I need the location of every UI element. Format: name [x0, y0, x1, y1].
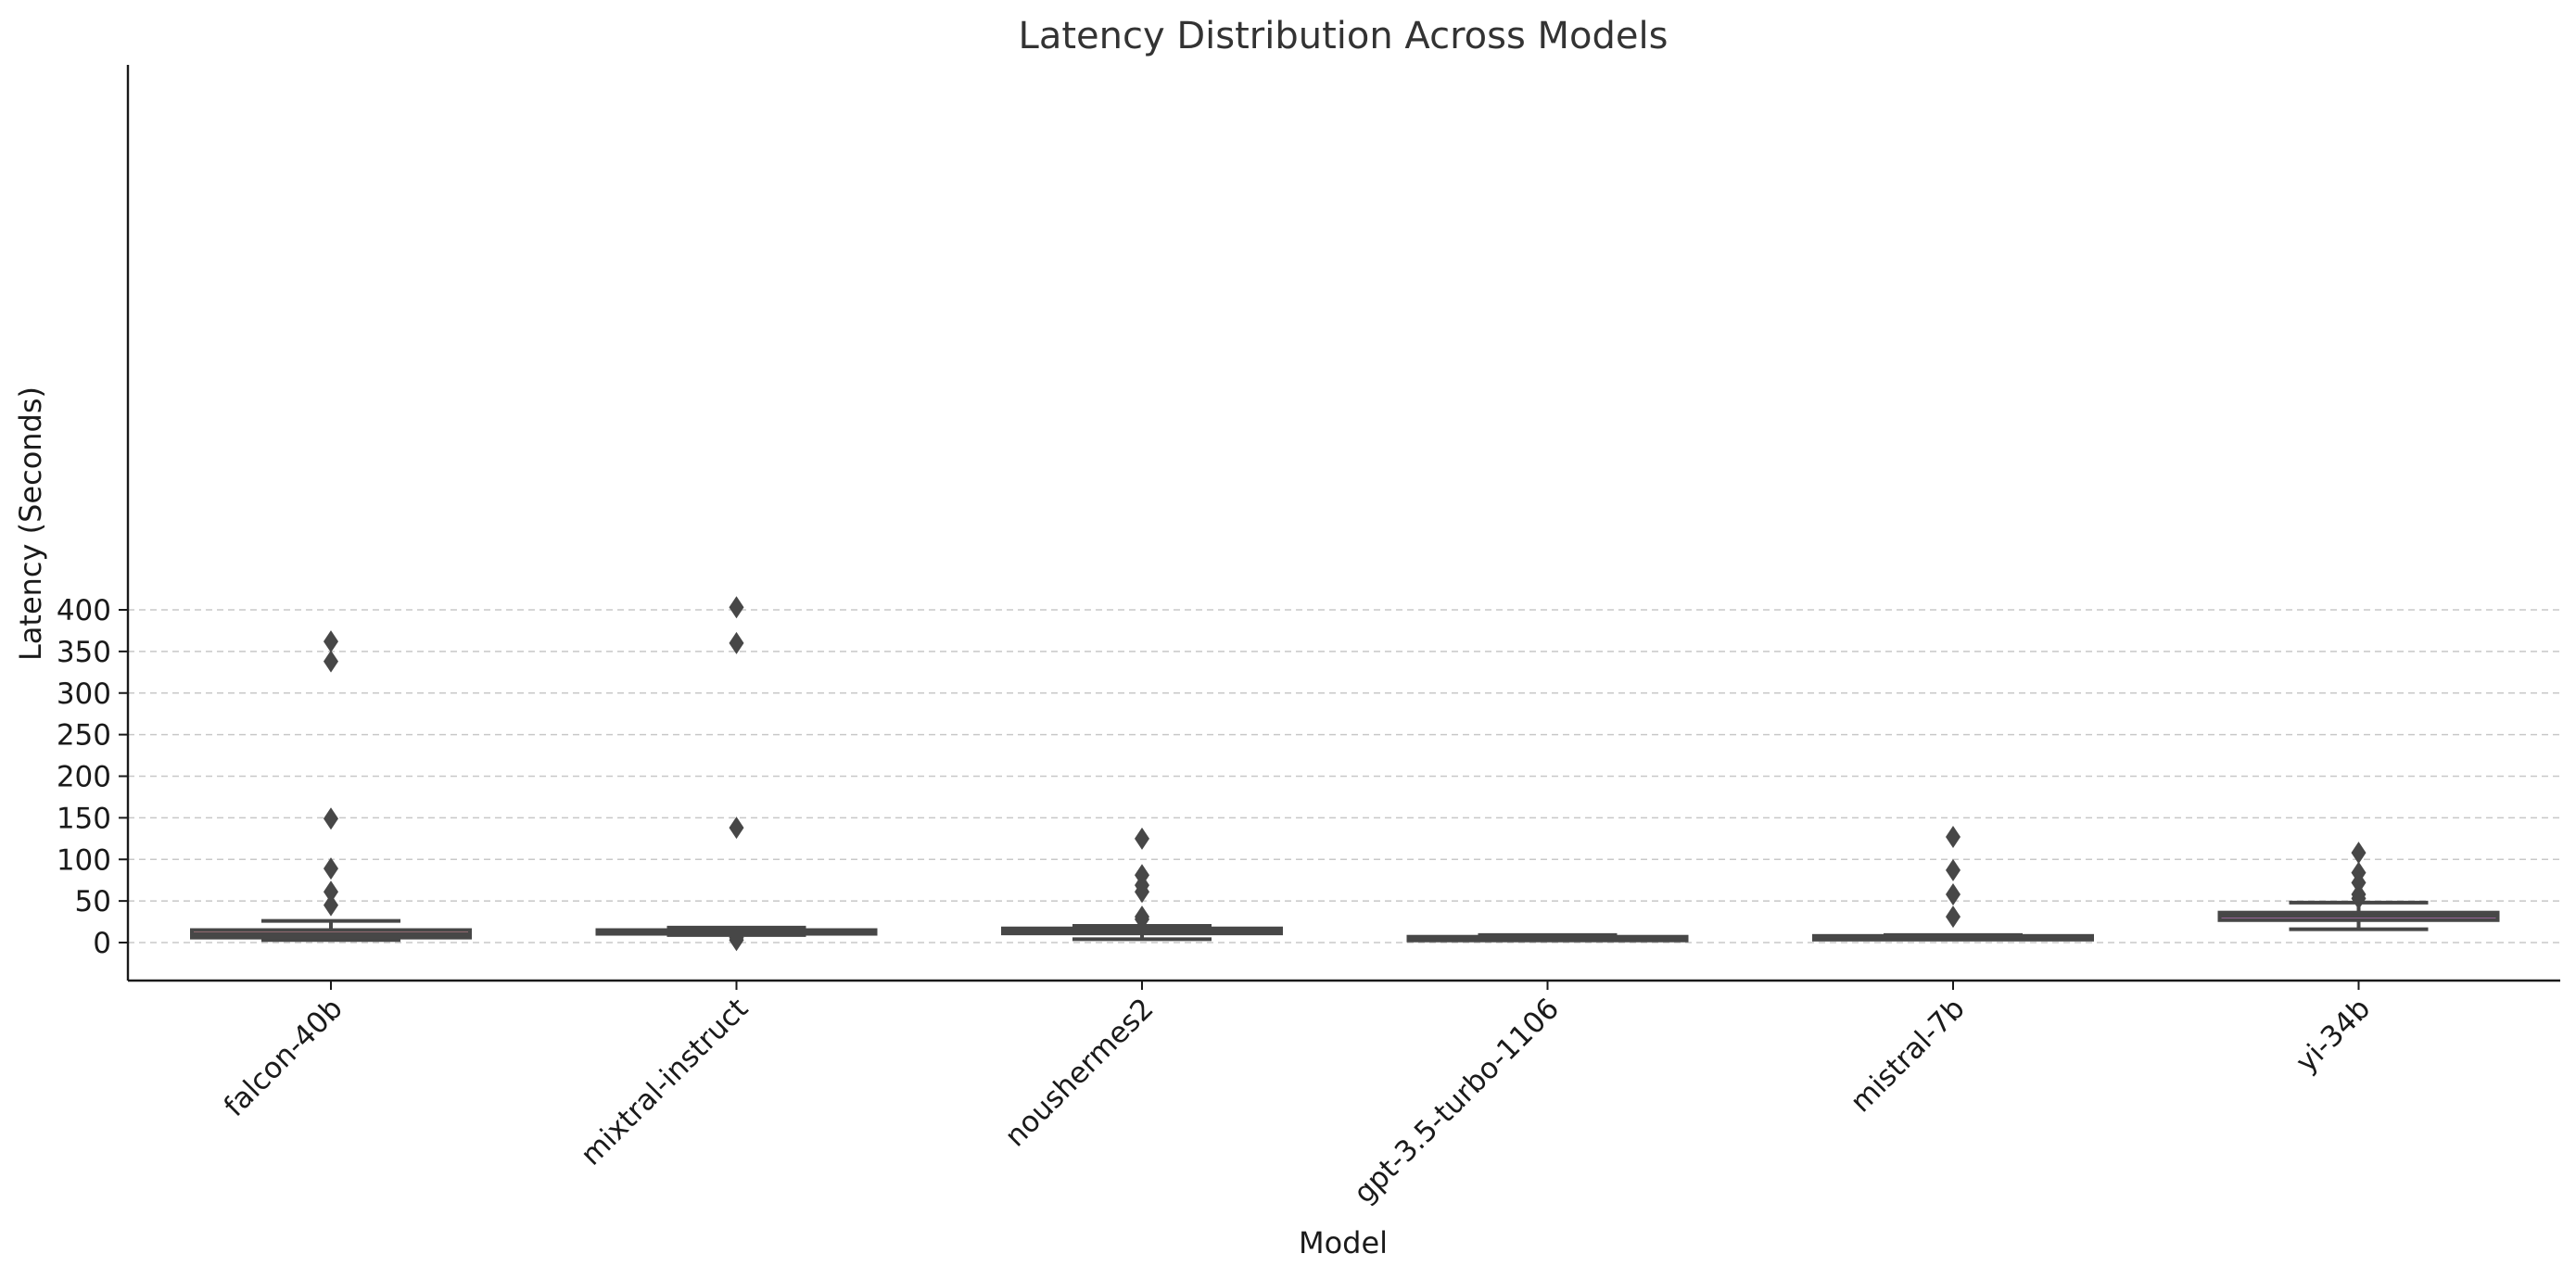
- outlier-point: [1946, 882, 1961, 905]
- box-noushermes2: [1001, 827, 1283, 942]
- box-falcon-40b: [190, 630, 472, 943]
- x-tick-label-falcon-40b: falcon-40b: [218, 992, 349, 1123]
- y-tick-label-150: 150: [57, 802, 111, 835]
- x-tick-label-mistral-7b: mistral-7b: [1844, 992, 1971, 1119]
- y-axis-ticks: 0 50 100 150 200 250 300 350 400: [57, 594, 128, 960]
- box-mistral-7b: [1812, 826, 2094, 942]
- box-series: [190, 596, 2500, 952]
- outlier-point: [324, 650, 338, 673]
- box-yi-34b: [2217, 842, 2500, 931]
- outlier-point: [729, 631, 744, 654]
- x-axis-ticks: falcon-40b mixtral-instruct noushermes2 gpt…: [218, 981, 2377, 1210]
- y-tick-label-350: 350: [57, 636, 111, 669]
- outlier-point: [729, 817, 744, 840]
- x-tick-label-mixtral-instruct: mixtral-instruct: [575, 992, 755, 1171]
- box-mixtral-instruct: [595, 596, 878, 952]
- grid-lines: [128, 609, 2560, 943]
- y-tick-label-200: 200: [57, 761, 111, 794]
- y-axis-label: Latency (Seconds): [13, 386, 48, 661]
- outlier-point: [324, 880, 338, 904]
- y-tick-label-250: 250: [57, 719, 111, 753]
- outlier-point: [324, 807, 338, 830]
- x-tick-label-gpt-3.5-turbo-1106: gpt-3.5-turbo-1106: [1348, 992, 1566, 1209]
- y-tick-label-0: 0: [93, 927, 111, 960]
- x-axis-label: Model: [1299, 1225, 1388, 1260]
- outlier-point: [1135, 827, 1149, 850]
- outlier-point: [729, 929, 744, 952]
- box-gpt-3.5-turbo-1106: [1406, 932, 1689, 943]
- outlier-point: [2351, 871, 2367, 894]
- outlier-point: [1135, 880, 1149, 904]
- outlier-point: [324, 893, 338, 917]
- y-tick-label-400: 400: [57, 594, 111, 627]
- outlier-point: [2351, 842, 2367, 865]
- y-tick-label-300: 300: [57, 677, 111, 711]
- x-tick-label-noushermes2: noushermes2: [998, 992, 1160, 1153]
- y-tick-label-100: 100: [57, 843, 111, 877]
- outlier-point: [1946, 905, 1961, 929]
- outlier-point: [1946, 826, 1961, 849]
- outlier-point: [1946, 858, 1961, 881]
- y-tick-label-50: 50: [75, 885, 111, 918]
- outlier-point: [324, 857, 338, 880]
- x-tick-label-yi-34b: yi-34b: [2290, 992, 2377, 1079]
- outlier-point: [1135, 907, 1149, 931]
- outlier-point: [2351, 887, 2367, 910]
- chart-title: Latency Distribution Across Models: [1019, 15, 1669, 57]
- outlier-point: [324, 630, 338, 653]
- outlier-point: [729, 596, 744, 619]
